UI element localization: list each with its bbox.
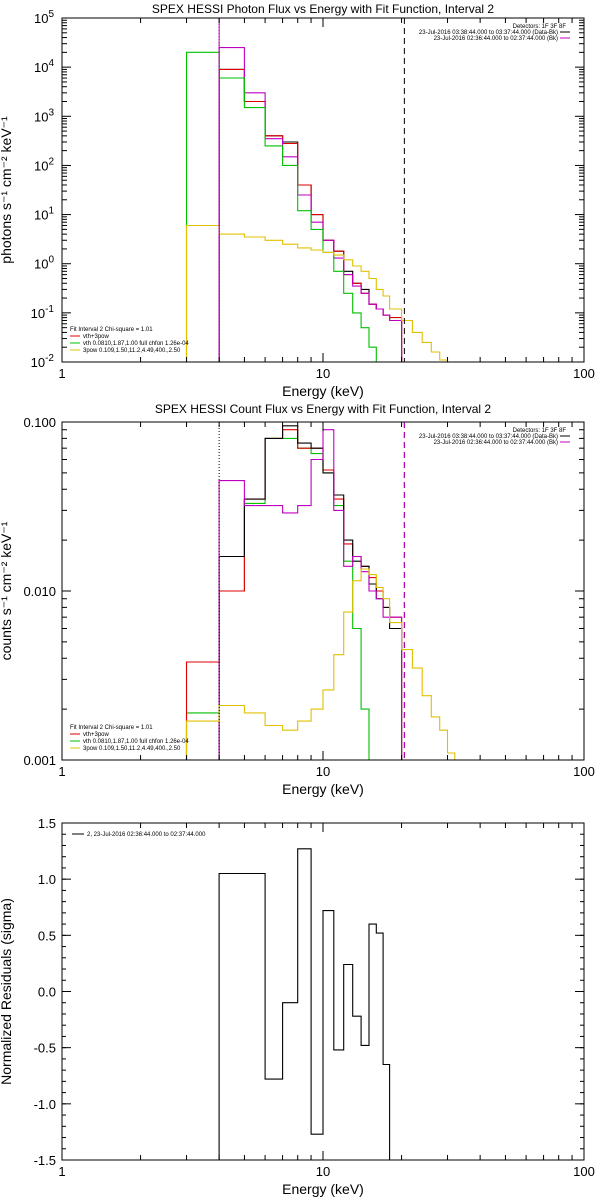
y-tick-label: 0.001 — [23, 753, 56, 768]
annotation-header: Detectors: 1F 3F 8F — [513, 24, 567, 30]
legend-entry: vth+3pow — [83, 334, 110, 340]
x-tick-label: 1 — [58, 1164, 65, 1179]
annotation-entry: 23-Jul-2016 03:38:44.000 to 03:37:44.000… — [419, 30, 558, 36]
series-line-4 — [218, 429, 403, 760]
y-axis-label: counts s⁻¹ cm⁻² keV⁻¹ — [0, 521, 14, 660]
x-tick-label: 100 — [573, 1164, 595, 1179]
series-line-1 — [218, 848, 391, 1160]
y-tick-label: 103 — [34, 107, 54, 124]
y-tick-label: 1.5 — [38, 816, 56, 831]
y-tick-exponent: 2 — [48, 156, 54, 167]
x-tick-label: 100 — [573, 366, 595, 381]
y-tick-base: 10 — [34, 257, 48, 272]
panel-1: SPEX HESSI Photon Flux vs Energy with Fi… — [0, 2, 595, 399]
legend-entry: vth 0.0810,1.87,1.00 full chfon 1.26e-04 — [83, 739, 189, 745]
legend-entry: 3pow 0.109,1.50,11.2,4.49,400.,2.50 — [83, 348, 181, 354]
y-tick-label: 101 — [34, 206, 54, 223]
panel-3: 1 10 100 Energy (keV) -1.5 -1.0 -0.5 0.0 0.5 1.0 1… — [0, 816, 595, 1197]
series-line-1 — [218, 68, 403, 362]
x-tick-label: 1 — [58, 366, 65, 381]
y-tick-label: 100 — [34, 255, 54, 272]
y-tick-exponent: 5 — [48, 9, 54, 20]
plot-frame — [61, 17, 585, 363]
x-tick-label: 10 — [316, 366, 330, 381]
legend: Fit Interval 2 Chi-square = 1.01vth+3pow… — [70, 725, 189, 752]
chart-title: SPEX HESSI Count Flux vs Energy with Fit… — [155, 402, 491, 416]
y-tick-label: 105 — [34, 9, 54, 26]
chart-title: SPEX HESSI Photon Flux vs Energy with Fi… — [152, 2, 494, 16]
y-tick-label: 1.0 — [38, 872, 56, 887]
y-tick-label: 104 — [34, 58, 54, 75]
annotation-entry: 23-Jul-2016 02:36:44.000 to 02:37:44.000… — [434, 440, 558, 446]
y-tick-base: 10 — [34, 60, 48, 75]
x-tick-label: 10 — [316, 764, 330, 779]
y-tick-label: -1.5 — [34, 1153, 56, 1168]
x-tick-label: 10 — [316, 1164, 330, 1179]
series-line-2 — [218, 68, 403, 362]
series-line-1 — [185, 437, 377, 760]
series-group — [185, 47, 449, 362]
annotation-header: Detectors: 1F 3F 8F — [513, 428, 567, 434]
y-tick-label: 0.010 — [23, 584, 56, 599]
x-axis-label: Energy (keV) — [282, 383, 364, 399]
annotation-entry: 2, 23-Jul-2016 02:36:44.000 to 02:37:44.… — [87, 832, 206, 838]
legend-entry: vth+3pow — [83, 732, 110, 738]
x-axis-label: Energy (keV) — [282, 1181, 364, 1197]
y-tick-base: 10 — [31, 355, 45, 370]
y-tick-exponent: 3 — [48, 107, 54, 118]
y-tick-label: 102 — [34, 156, 54, 173]
annotation-entry: 23-Jul-2016 02:36:44.000 to 02:37:44.000… — [434, 36, 558, 42]
y-tick-label: 0.0 — [38, 985, 56, 1000]
y-tick-base: 10 — [34, 11, 48, 26]
series-line-4 — [185, 51, 377, 362]
legend-entry: 3pow 0.109,1.50,11.2,4.49,400.,2.50 — [83, 746, 181, 752]
y-tick-base: 10 — [34, 208, 48, 223]
series-line-3 — [218, 47, 403, 362]
series-line-3 — [218, 425, 403, 760]
y-axis-label: photons s⁻¹ cm⁻² keV⁻¹ — [0, 116, 14, 264]
legend-header: Fit Interval 2 Chi-square = 1.01 — [70, 327, 153, 333]
legend: Fit Interval 2 Chi-square = 1.01vth+3pow… — [70, 327, 189, 354]
y-tick-exponent: -1 — [45, 304, 54, 315]
y-tick-label: 10-1 — [31, 304, 55, 321]
y-tick-label: 10-2 — [31, 353, 55, 370]
y-tick-base: 10 — [34, 158, 48, 173]
y-tick-label: 0.100 — [23, 415, 56, 430]
series-group — [185, 425, 462, 760]
legend-entry: vth 0.0810,1.87,1.00 full chfon 1.26e-04 — [83, 341, 189, 347]
series-group — [218, 848, 391, 1160]
x-tick-label: 1 — [58, 764, 65, 779]
y-tick-exponent: 0 — [48, 255, 54, 266]
series-line-5 — [185, 224, 449, 362]
y-tick-label: 0.5 — [38, 928, 56, 943]
x-tick-label: 100 — [573, 764, 595, 779]
series-line-5 — [185, 568, 462, 760]
y-tick-exponent: 4 — [48, 58, 54, 69]
y-tick-base: 10 — [31, 306, 45, 321]
y-tick-label: -0.5 — [34, 1041, 56, 1056]
x-axis-label: Energy (keV) — [282, 781, 364, 797]
panel-2: SPEX HESSI Count Flux vs Energy with Fit… — [0, 402, 595, 797]
annotation: 2, 23-Jul-2016 02:36:44.000 to 02:37:44.… — [72, 832, 206, 838]
y-tick-base: 10 — [34, 109, 48, 124]
annotation-entry: 23-Jul-2016 03:38:44.000 to 03:37:44.000… — [419, 434, 558, 440]
y-tick-exponent: 1 — [48, 206, 54, 217]
legend-header: Fit Interval 2 Chi-square = 1.01 — [70, 725, 153, 731]
y-tick-exponent: -2 — [45, 353, 54, 364]
y-tick-label: -1.0 — [34, 1097, 56, 1112]
y-axis-label: Normalized Residuals (sigma) — [0, 898, 14, 1085]
